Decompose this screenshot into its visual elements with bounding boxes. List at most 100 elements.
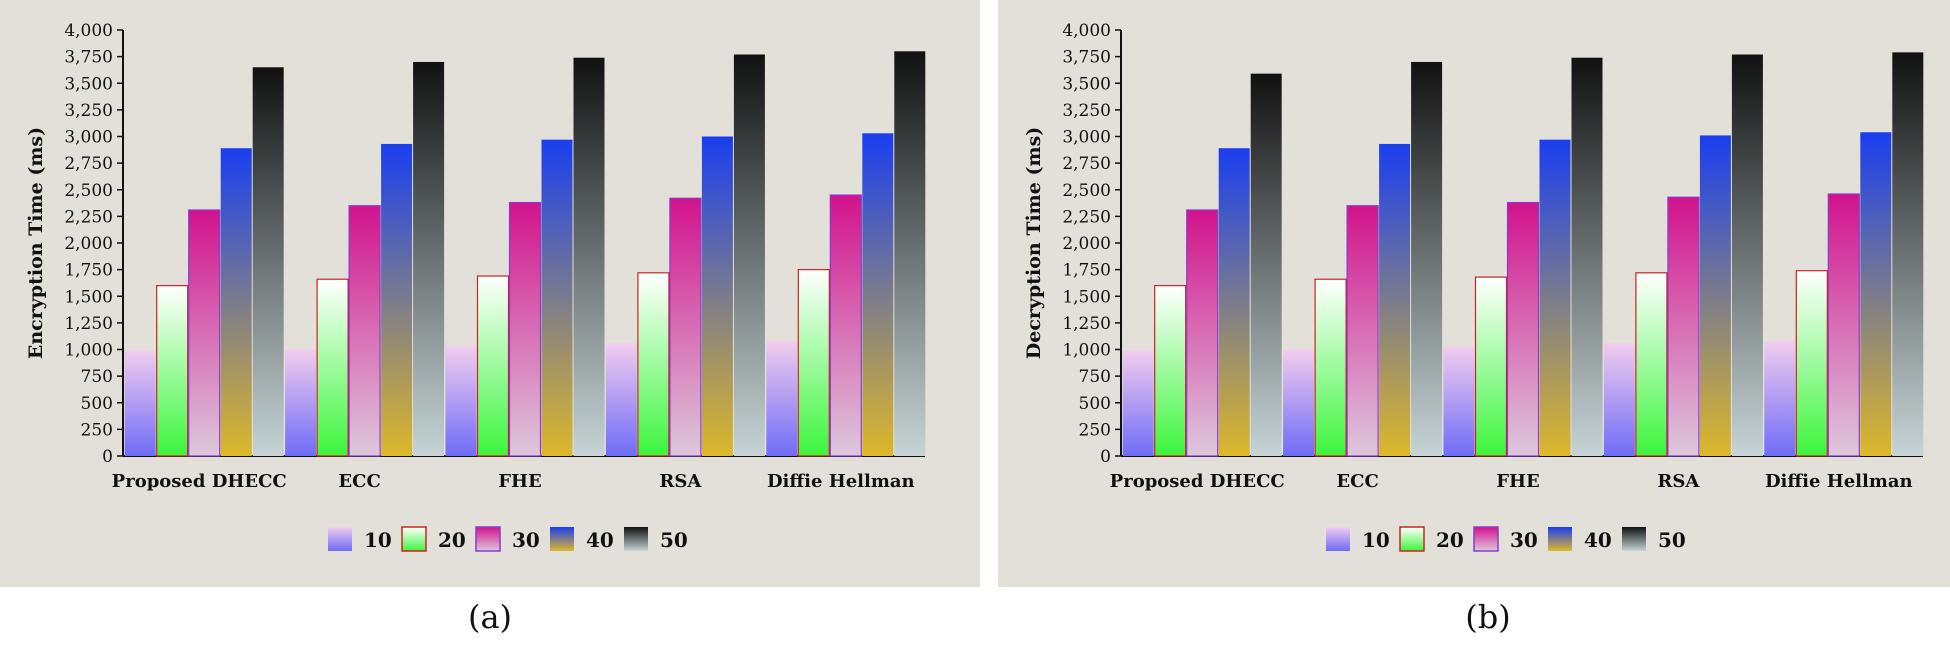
y-tick-label: 500 (81, 394, 113, 414)
legend-label-50: 50 (660, 528, 688, 552)
y-tick-label: 4,000 (1062, 21, 1111, 41)
bar-20-4 (797, 269, 830, 457)
y-tick-label: 1,250 (1062, 314, 1111, 334)
y-tick-label: 0 (102, 447, 113, 467)
bar-50-1 (413, 61, 445, 456)
chart-panel-b: 0 250 500 750 1,000 1,250 1,500 1,750 2,000 2,250… (998, 0, 1950, 587)
caption-a: (a) (467, 598, 513, 636)
bar-50-2 (573, 57, 605, 456)
bar-40-3 (1699, 135, 1731, 456)
y-tick-label: 2,000 (64, 234, 113, 254)
legend-label-50: 50 (1658, 528, 1686, 552)
chart-panel-a: 0 250 500 750 1,000 1,250 1,500 1,750 2,000 2,250… (0, 0, 980, 587)
legend-swatch-50 (1622, 527, 1646, 551)
bar-30-1 (348, 205, 381, 457)
y-tick-label: 1,000 (1062, 341, 1111, 361)
bar-20-3 (637, 272, 670, 457)
x-tick-label: Diffie Hellman (767, 471, 915, 492)
bar-10-0 (124, 350, 156, 456)
y-tick-label: 3,000 (64, 128, 113, 148)
bar-50-2 (1571, 57, 1603, 456)
y-tick-label: 750 (81, 367, 113, 387)
bar-40-4 (862, 133, 894, 456)
bar-20-1 (1314, 278, 1347, 457)
bar-10-3 (1603, 343, 1635, 456)
bar-40-0 (1218, 148, 1250, 456)
bar-40-2 (1539, 139, 1571, 456)
y-tick-label: 3,250 (64, 101, 113, 121)
bar-10-4 (1764, 340, 1796, 456)
y-tick-label: 3,750 (1062, 48, 1111, 68)
y-axis-label: Encryption Time (ms) (25, 127, 47, 359)
y-tick-label: 2,500 (1062, 181, 1111, 201)
bar-40-3 (701, 136, 733, 456)
decryption-time-chart: 0 250 500 750 1,000 1,250 1,500 1,750 2,000 2,250… (1023, 21, 1924, 552)
y-tick-label: 1,250 (64, 314, 113, 334)
bar-10-2 (1443, 346, 1475, 456)
bar-50-3 (1731, 54, 1763, 457)
bar-10-1 (285, 349, 317, 456)
bar-10-0 (1122, 350, 1154, 456)
y-tick-label: 1,000 (64, 341, 113, 361)
bar-30-0 (188, 209, 221, 457)
x-tick-label: FHE (1496, 471, 1540, 492)
y-tick-label: 3,000 (1062, 128, 1111, 148)
x-tick-label: ECC (338, 471, 380, 492)
bar-30-4 (1827, 193, 1860, 457)
y-tick-label: 250 (1079, 420, 1111, 440)
legend-swatch-20 (1399, 526, 1425, 552)
bar-20-3 (1635, 272, 1668, 457)
y-tick-label: 2,750 (64, 154, 113, 174)
y-axis-label: Decryption Time (ms) (1023, 127, 1045, 360)
bar-40-4 (1860, 132, 1892, 457)
legend-swatch-20 (401, 526, 427, 552)
x-tick-label: ECC (1336, 471, 1378, 492)
x-tick-label: RSA (1657, 471, 1700, 492)
y-tick-label: 1,750 (1062, 261, 1111, 281)
y-tick-label: 250 (81, 420, 113, 440)
y-tick-label: 0 (1100, 447, 1111, 467)
legend-label-10: 10 (364, 528, 392, 552)
bar-50-1 (1411, 61, 1443, 456)
bar-30-1 (1346, 205, 1379, 457)
y-tick-label: 1,750 (64, 261, 113, 281)
bar-30-2 (1506, 201, 1540, 457)
y-tick-label: 3,250 (1062, 101, 1111, 121)
bar-20-1 (316, 278, 349, 457)
bar-30-4 (829, 194, 862, 457)
legend-swatch-10 (328, 527, 352, 551)
y-tick-label: 500 (1079, 394, 1111, 414)
bar-50-0 (1250, 73, 1282, 456)
y-tick-label: 1,500 (1062, 287, 1111, 307)
y-tick-label: 2,250 (1062, 207, 1111, 227)
y-tick-label: 4,000 (64, 21, 113, 41)
legend-swatch-40 (1548, 527, 1572, 551)
y-tick-label: 2,750 (1062, 154, 1111, 174)
bar-10-2 (445, 346, 477, 456)
bar-50-4 (1892, 52, 1924, 457)
bar-20-2 (1474, 276, 1508, 457)
bar-40-0 (220, 148, 252, 456)
bar-40-2 (541, 139, 573, 456)
legend-label-10: 10 (1362, 528, 1390, 552)
y-tick-label: 3,750 (64, 48, 113, 68)
x-tick-label: FHE (498, 471, 542, 492)
legend-swatch-50 (624, 527, 648, 551)
y-tick-label: 2,000 (1062, 234, 1111, 254)
bar-10-3 (605, 343, 637, 456)
x-tick-label: Diffie Hellman (1765, 471, 1913, 492)
bar-50-0 (252, 67, 284, 457)
encryption-time-chart: 0 250 500 750 1,000 1,250 1,500 1,750 2,000 2,250… (25, 21, 926, 552)
bar-20-0 (156, 285, 189, 457)
y-tick-label: 1,500 (64, 287, 113, 307)
legend-label-40: 40 (586, 528, 614, 552)
bar-40-1 (1379, 143, 1411, 456)
bar-30-3 (669, 197, 702, 457)
y-tick-label: 3,500 (1062, 74, 1111, 94)
legend-swatch-10 (1326, 527, 1350, 551)
x-tick-label: RSA (659, 471, 702, 492)
legend-label-40: 40 (1584, 528, 1612, 552)
y-tick-label: 750 (1079, 367, 1111, 387)
legend-swatch-40 (550, 527, 574, 551)
y-tick-label: 2,500 (64, 181, 113, 201)
